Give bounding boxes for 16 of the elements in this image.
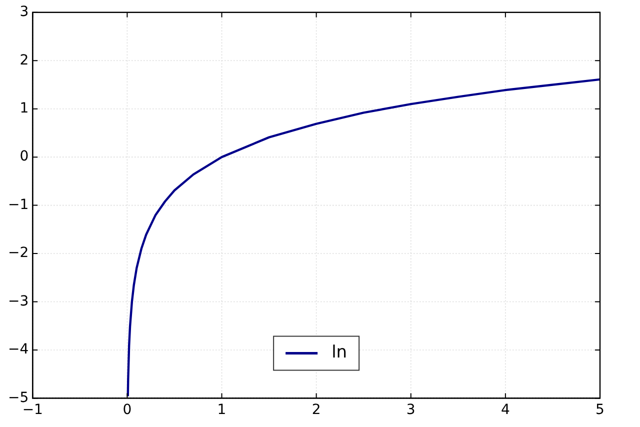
legend-label: ln <box>332 342 348 363</box>
y-tick-label: −5 <box>8 390 29 406</box>
y-tick-label: −3 <box>8 293 29 310</box>
x-tick-label: 1 <box>217 402 226 418</box>
y-tick-label: 1 <box>20 100 29 116</box>
x-tick-label: 2 <box>312 402 321 418</box>
y-tick-label: −4 <box>8 342 29 358</box>
x-tick-label: 3 <box>406 402 416 418</box>
y-tick-label: −1 <box>8 196 29 213</box>
y-tick-label: 2 <box>20 52 29 68</box>
x-tick-label: 0 <box>122 402 132 418</box>
x-tick-label: 5 <box>596 402 604 418</box>
x-tick-label: 4 <box>500 402 510 418</box>
y-tick-label: −2 <box>8 245 29 262</box>
y-tick-label: 3 <box>20 4 29 20</box>
y-tick-label: 0 <box>20 148 29 165</box>
